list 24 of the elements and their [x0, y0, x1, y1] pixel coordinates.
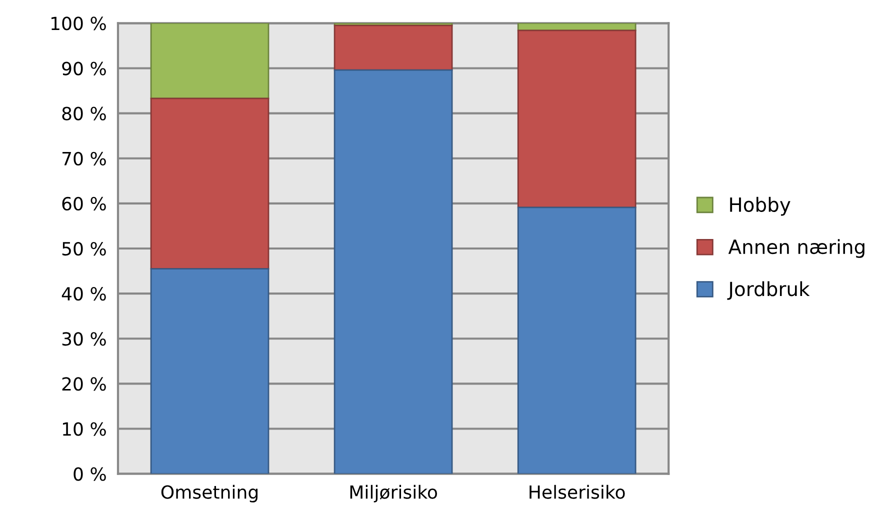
bar: [517, 30, 636, 208]
y-tick-label: 10 %: [62, 422, 106, 436]
legend-label: Jordbruk: [727, 281, 810, 300]
legend-label: Hobby: [730, 196, 790, 216]
bar: [150, 268, 270, 474]
y-tick-label: 60 %: [62, 196, 106, 211]
bar: [150, 23, 270, 100]
y-tick-label: 70 %: [62, 152, 106, 166]
y-tick-label: 80 %: [62, 106, 106, 120]
y-tick-label: 50 %: [62, 242, 106, 256]
x-tick-label: Helserisiko: [530, 484, 625, 499]
bar: [334, 69, 453, 474]
y-tick-label: 100 %: [52, 16, 106, 30]
y-tick-label: 90 %: [62, 62, 106, 76]
x-tick-label: Omsetning: [161, 484, 258, 502]
y-tick-label: 30 %: [62, 332, 106, 346]
bar: [334, 24, 453, 71]
y-tick-label: 40 %: [62, 287, 106, 301]
y-tick-label: 20 %: [62, 377, 106, 391]
y-tick-label: 0 %: [74, 467, 106, 481]
bar: [517, 206, 636, 474]
bar: [150, 98, 270, 270]
legend-label: Annen næring: [728, 239, 864, 258]
x-tick-label: Miljørisiko: [350, 484, 438, 502]
